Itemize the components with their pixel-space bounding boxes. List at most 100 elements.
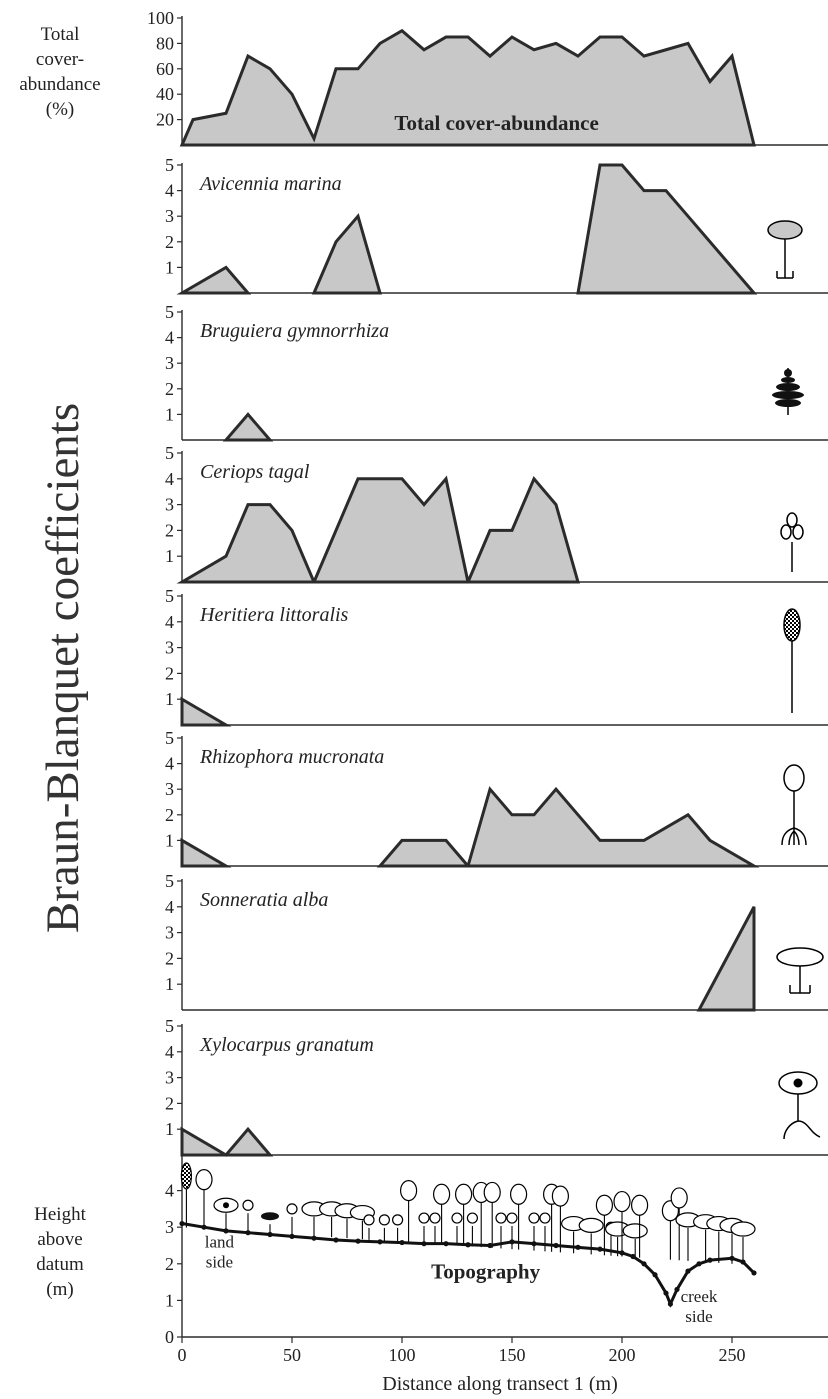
rhizophora-tree xyxy=(195,1169,213,1191)
topography-side-label-line: datum xyxy=(36,1254,84,1275)
canopy xyxy=(783,764,805,792)
topography-point xyxy=(399,1239,405,1246)
total-y-tick-label: 40 xyxy=(156,84,174,104)
rhizophora-tree xyxy=(455,1183,473,1205)
total-cover-area xyxy=(179,28,756,147)
land-side-label: side xyxy=(206,1252,233,1271)
topography-side-label-line: above xyxy=(37,1229,82,1250)
topography-point xyxy=(707,1257,713,1263)
avicennia-marina-y-tick-label: 3 xyxy=(165,206,174,226)
ceriops-tree xyxy=(451,1212,463,1224)
topography-point xyxy=(443,1241,449,1247)
rhizophora-mucronata-y-tick-label: 3 xyxy=(165,779,174,799)
topography-y-tick-label: 1 xyxy=(165,1290,174,1310)
rhizophora-tree xyxy=(551,1185,570,1207)
rhizophora-mucronata-area xyxy=(180,837,232,868)
topography-point xyxy=(696,1261,702,1267)
species-name: Xylocarpus granatum xyxy=(199,1034,374,1056)
topography-side-label-line: Height xyxy=(34,1204,86,1225)
sonneratia-alba-y-tick-label: 4 xyxy=(165,897,174,917)
sonneratia-alba-y-tick-label: 1 xyxy=(165,974,174,994)
x-tick-label: 150 xyxy=(499,1345,526,1365)
bruguiera-gymnorrhiza-area xyxy=(222,412,274,442)
avicennia-marina-panel: 1 2 3 4 5 Avicennia marina xyxy=(165,155,828,295)
ceriops-tree xyxy=(506,1212,518,1224)
rhizophora-mucronata-area xyxy=(376,838,472,868)
total-side-label-line: (%) xyxy=(46,99,74,120)
ceriops-tree xyxy=(363,1214,375,1226)
species-name: Bruguiera gymnorrhiza xyxy=(200,320,389,342)
roots xyxy=(783,1094,821,1140)
ceriops-tree xyxy=(286,1203,298,1215)
total-panel: 20 40 60 80 100 Total cover-abundance Total cov… xyxy=(19,8,828,147)
sonneratia-alba-y-tick-label: 5 xyxy=(165,871,174,891)
avicennia-tree xyxy=(578,1217,604,1233)
topography-point xyxy=(597,1246,603,1252)
avicennia-tree xyxy=(622,1223,648,1239)
rhizophora-tree xyxy=(509,1183,528,1205)
avicennia-marina-y-tick-label: 1 xyxy=(165,257,174,277)
topography-point xyxy=(267,1231,273,1238)
ceriops-tagal-y-tick-label: 1 xyxy=(165,546,174,566)
avicennia-marina-area xyxy=(576,163,758,295)
total-side-label-line: Total xyxy=(41,24,80,45)
avicennia-marina-y-tick-label: 4 xyxy=(165,181,174,201)
ceriops-tree xyxy=(466,1212,478,1224)
topography-point xyxy=(377,1239,383,1245)
topography-point xyxy=(667,1301,674,1307)
species-name: Ceriops tagal xyxy=(200,461,310,483)
topography-point xyxy=(487,1242,493,1249)
topography-point xyxy=(630,1253,636,1260)
avicennia-marina-area xyxy=(176,265,252,295)
topography-point xyxy=(663,1290,669,1296)
ceriops-tree xyxy=(495,1212,507,1224)
topography-point xyxy=(619,1250,625,1256)
bruguiera-gymnorrhiza-panel: 1 2 3 4 5 Bruguiera gymnorrhiza xyxy=(165,302,828,442)
x-tick-label: 200 xyxy=(609,1345,636,1365)
canopy xyxy=(783,608,801,642)
rhizophora-mucronata-panel: 1 2 3 4 5 Rhizophora mucronata xyxy=(165,728,828,868)
rhizophora-mucronata-area xyxy=(466,786,760,868)
topography-title: Topography xyxy=(431,1259,540,1283)
topography-point xyxy=(179,1220,185,1227)
prop-roots xyxy=(781,791,807,846)
topography-point xyxy=(245,1230,251,1236)
ceriops-tree xyxy=(242,1199,254,1211)
bruguiera-icon xyxy=(772,368,804,415)
topography-point xyxy=(311,1235,317,1241)
leaf-tier xyxy=(781,377,795,383)
xylocarpus-granatum-y-tick-label: 1 xyxy=(165,1119,174,1139)
heritiera-littoralis-panel: 1 2 3 4 5 Heritiera littoralis xyxy=(165,586,828,727)
heritiera-littoralis-y-tick-label: 4 xyxy=(165,612,174,632)
topography-point xyxy=(223,1228,229,1234)
heritiera-littoralis-y-tick-label: 5 xyxy=(165,586,174,606)
topography-point xyxy=(421,1241,427,1247)
heritiera-tree xyxy=(180,1162,192,1190)
x-axis-title: Distance along transect 1 (m) xyxy=(382,1373,617,1395)
topography-point xyxy=(674,1286,680,1293)
ceriops-tree xyxy=(418,1212,430,1224)
leaf xyxy=(780,524,792,540)
topography-point xyxy=(751,1270,757,1276)
species-name: Heritiera littoralis xyxy=(199,604,349,626)
sonneratia-alba-y-tick-label: 2 xyxy=(165,948,174,968)
rhizophora-tree xyxy=(483,1181,501,1204)
xylocarpus-granatum-y-tick-label: 4 xyxy=(165,1042,174,1062)
xylocarpus-granatum-y-tick-label: 5 xyxy=(165,1016,174,1036)
creek-side-label: creek xyxy=(681,1287,718,1306)
ceriops-tagal-panel: 1 2 3 4 5 Ceriops tagal xyxy=(165,443,828,584)
avicennia-marina-y-tick-label: 5 xyxy=(165,155,174,175)
sonneratia-alba-panel: 1 2 3 4 5 Sonneratia alba xyxy=(165,871,828,1012)
xylocarpus-granatum-panel: 1 2 3 4 5 Xylocarpus granatum xyxy=(165,1016,828,1157)
avicennia-marina-y-tick-label: 2 xyxy=(165,232,174,252)
rhizophora-icon xyxy=(781,764,807,846)
topography-point xyxy=(575,1244,581,1250)
heritiera-littoralis-y-tick-label: 1 xyxy=(165,689,174,709)
avicennia-marina-area xyxy=(311,213,382,295)
sonneratia-icon xyxy=(776,947,824,994)
ceriops-tagal-area xyxy=(176,503,317,584)
bruguiera-tree xyxy=(261,1212,279,1221)
ceriops-tree xyxy=(378,1214,390,1226)
rhizophora-tree xyxy=(400,1179,418,1202)
